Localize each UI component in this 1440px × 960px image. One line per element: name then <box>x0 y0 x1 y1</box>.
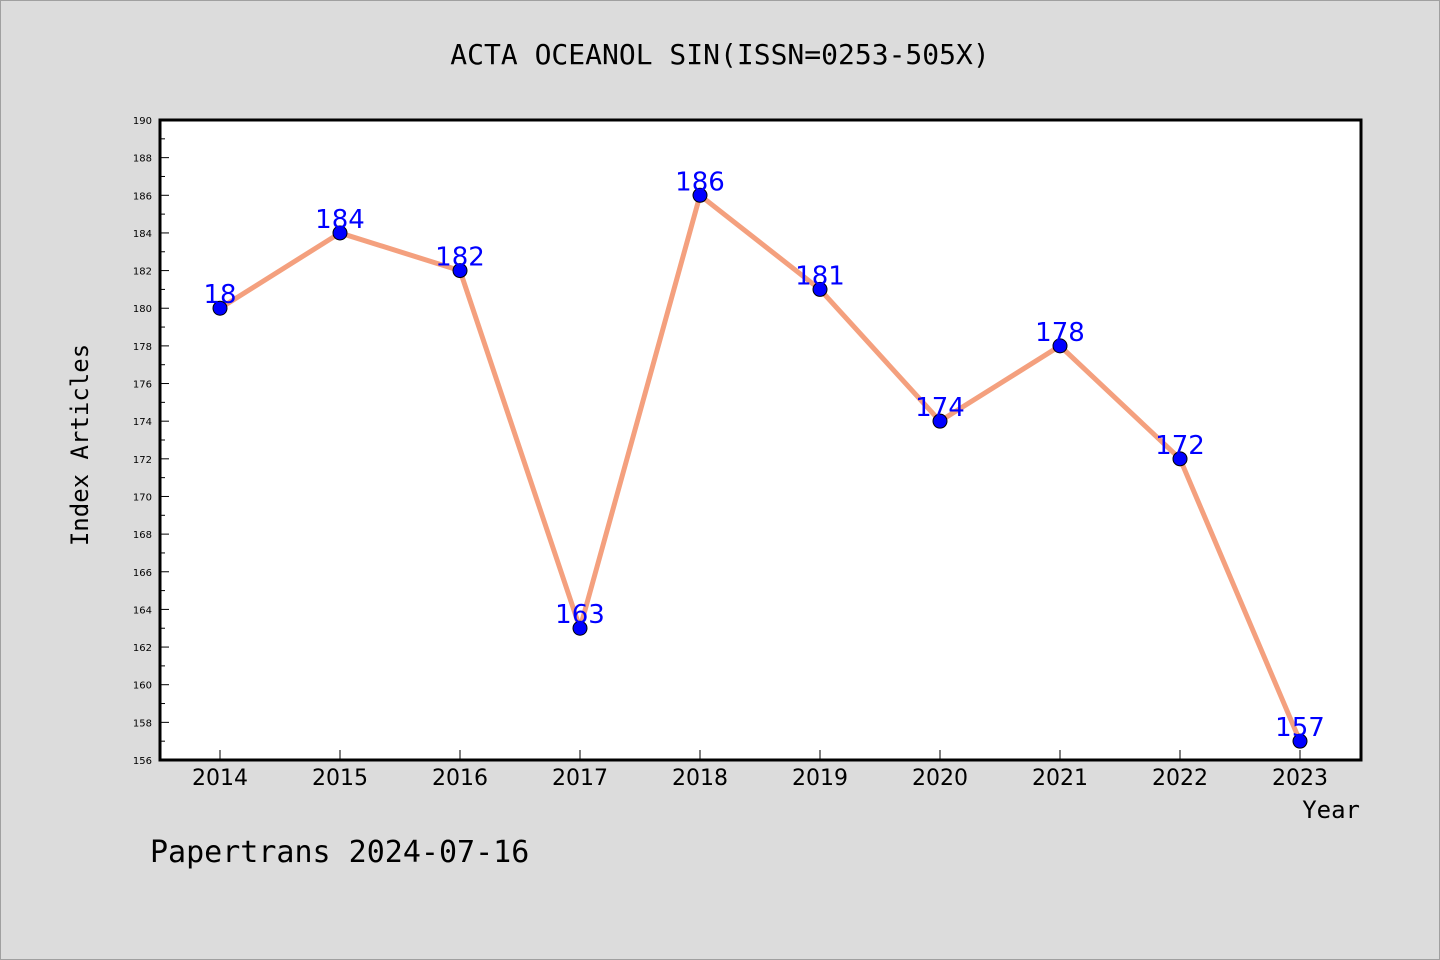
data-label: 178 <box>1035 318 1085 348</box>
data-point <box>1292 733 1308 749</box>
y-tick-label: 186 <box>133 191 152 202</box>
x-tick-label: 2017 <box>552 766 608 791</box>
y-tick-label: 176 <box>133 380 152 391</box>
data-label: 182 <box>435 243 485 273</box>
data-point <box>1052 338 1068 354</box>
y-tick-label: 166 <box>133 568 152 579</box>
y-tick-label: 174 <box>133 417 152 428</box>
data-point <box>1172 451 1188 467</box>
x-tick-label: 2021 <box>1032 766 1088 791</box>
y-tick-label: 170 <box>133 492 152 503</box>
data-point <box>932 413 948 429</box>
data-point <box>452 263 468 279</box>
x-tick-label: 2018 <box>672 766 728 791</box>
data-point <box>212 300 228 316</box>
y-tick-label: 188 <box>133 154 152 165</box>
x-tick-label: 2023 <box>1272 766 1328 791</box>
data-label: 163 <box>555 600 605 630</box>
y-tick-label: 168 <box>133 530 152 541</box>
data-label: 181 <box>795 261 845 291</box>
y-tick-label: 158 <box>133 718 152 729</box>
data-label: 157 <box>1275 713 1325 743</box>
data-label: 172 <box>1155 431 1205 461</box>
x-tick-label: 2019 <box>792 766 848 791</box>
x-tick-label: 2015 <box>312 766 368 791</box>
y-tick-label: 190 <box>133 116 152 127</box>
y-tick-label: 184 <box>133 229 152 240</box>
y-tick-label: 164 <box>133 605 152 616</box>
footer-text: Papertrans 2024-07-16 <box>150 835 530 870</box>
data-point <box>572 620 588 636</box>
data-point <box>692 187 708 203</box>
series-line <box>217 192 1303 744</box>
y-tick-label: 160 <box>133 681 152 692</box>
data-label: 174 <box>915 393 965 423</box>
data-label: 186 <box>675 167 725 197</box>
y-tick-label: 162 <box>133 643 152 654</box>
x-tick-label: 2020 <box>912 766 968 791</box>
data-label: 18 <box>203 280 236 310</box>
x-tick-label: 2016 <box>432 766 488 791</box>
x-axis-label: Year <box>1302 796 1360 824</box>
x-tick-label: 2014 <box>192 766 248 791</box>
y-tick-label: 180 <box>133 304 152 315</box>
data-point <box>812 281 828 297</box>
y-tick-label: 156 <box>133 756 152 767</box>
data-point <box>332 225 348 241</box>
y-tick-label: 172 <box>133 455 152 466</box>
data-label: 184 <box>315 205 365 235</box>
y-tick-label: 182 <box>133 267 152 278</box>
y-tick-label: 178 <box>133 342 152 353</box>
chart-title: ACTA OCEANOL SIN(ISSN=0253-505X) <box>450 38 990 71</box>
x-tick-label: 2022 <box>1152 766 1208 791</box>
